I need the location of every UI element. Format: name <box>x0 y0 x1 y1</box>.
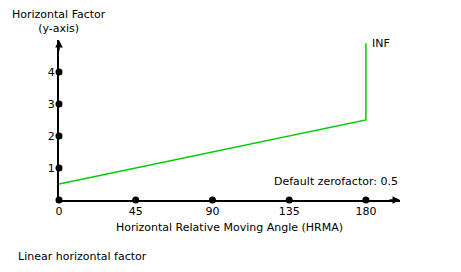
svg-text:2: 2 <box>48 130 55 143</box>
svg-text:45: 45 <box>129 205 143 218</box>
svg-text:Horizontal Relative Moving Ang: Horizontal Relative Moving Angle (HRMA) <box>116 221 343 234</box>
svg-text:180: 180 <box>355 205 376 218</box>
svg-text:INF: INF <box>372 37 390 50</box>
svg-text:Linear horizontal factor: Linear horizontal factor <box>18 250 147 263</box>
svg-text:135: 135 <box>279 205 300 218</box>
svg-text:3: 3 <box>48 98 55 111</box>
svg-text:90: 90 <box>205 205 219 218</box>
svg-text:4: 4 <box>48 66 55 79</box>
svg-text:Default zerofactor: 0.5: Default zerofactor: 0.5 <box>274 175 398 188</box>
svg-text:1: 1 <box>48 162 55 175</box>
svg-text:0: 0 <box>56 205 63 218</box>
svg-text:Horizontal Factor(y-axis): Horizontal Factor(y-axis) <box>12 8 106 35</box>
